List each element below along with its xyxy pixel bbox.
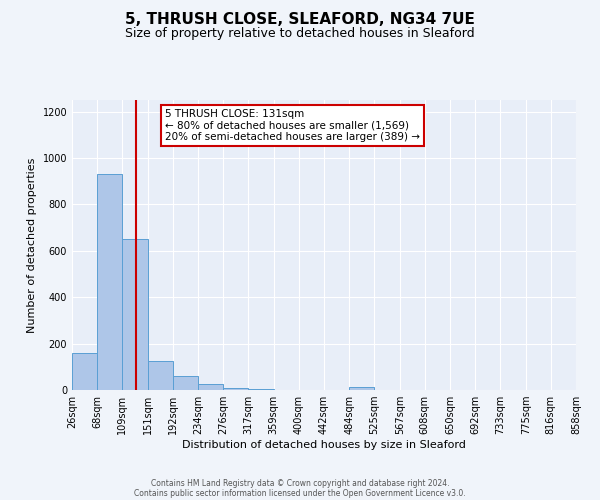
Bar bbox=[223, 388, 248, 390]
X-axis label: Distribution of detached houses by size in Sleaford: Distribution of detached houses by size … bbox=[182, 440, 466, 450]
Y-axis label: Number of detached properties: Number of detached properties bbox=[27, 158, 37, 332]
Text: 5 THRUSH CLOSE: 131sqm
← 80% of detached houses are smaller (1,569)
20% of semi-: 5 THRUSH CLOSE: 131sqm ← 80% of detached… bbox=[165, 108, 420, 142]
Text: Contains public sector information licensed under the Open Government Licence v3: Contains public sector information licen… bbox=[134, 488, 466, 498]
Bar bbox=[248, 389, 274, 390]
Bar bbox=[97, 174, 122, 390]
Bar bbox=[148, 361, 173, 390]
Bar bbox=[72, 353, 97, 390]
Bar bbox=[349, 387, 374, 390]
Text: Size of property relative to detached houses in Sleaford: Size of property relative to detached ho… bbox=[125, 28, 475, 40]
Text: Contains HM Land Registry data © Crown copyright and database right 2024.: Contains HM Land Registry data © Crown c… bbox=[151, 478, 449, 488]
Bar bbox=[122, 239, 148, 390]
Text: 5, THRUSH CLOSE, SLEAFORD, NG34 7UE: 5, THRUSH CLOSE, SLEAFORD, NG34 7UE bbox=[125, 12, 475, 28]
Bar bbox=[173, 376, 198, 390]
Bar bbox=[198, 384, 223, 390]
